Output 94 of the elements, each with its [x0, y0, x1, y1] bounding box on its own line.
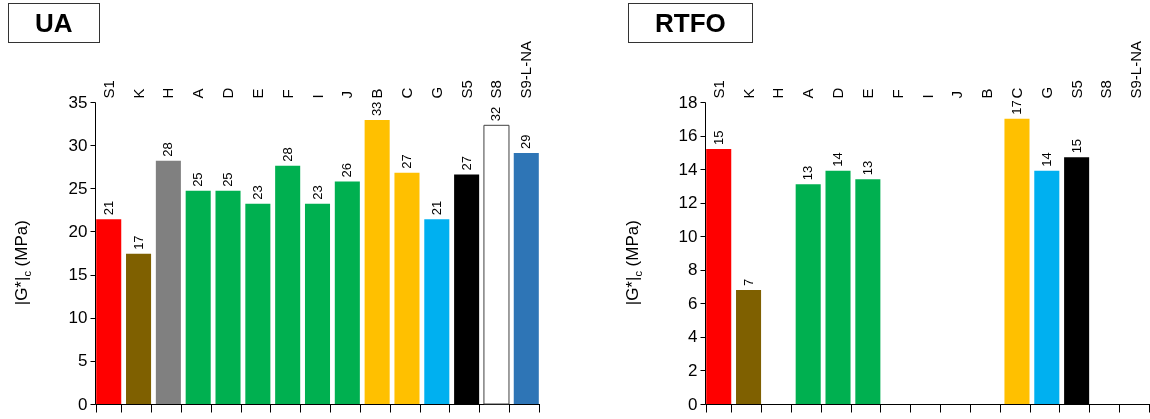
- y-tick-label: 12: [678, 193, 698, 213]
- data-label: 23: [309, 185, 325, 200]
- bar: [394, 172, 420, 404]
- y-tick-label: 30: [68, 135, 88, 155]
- data-label: 21: [428, 200, 444, 216]
- y-tick-label: 20: [68, 221, 88, 241]
- x-tick-label: F: [888, 89, 906, 99]
- y-tick-label: 0: [688, 394, 698, 414]
- bar: [855, 179, 881, 404]
- data-label: 15: [710, 130, 726, 145]
- bar: [96, 219, 122, 404]
- y-tick-label: 8: [688, 260, 698, 280]
- x-tick-label: E: [248, 88, 266, 99]
- chart-title: RTFO: [628, 3, 753, 43]
- bar: [275, 165, 301, 404]
- x-tick-label: B: [368, 88, 386, 99]
- data-label: 32: [488, 106, 504, 122]
- y-tick-label: 25: [68, 178, 88, 198]
- x-tick-label: D: [829, 87, 847, 99]
- x-tick-label: A: [189, 88, 207, 99]
- chart-title: UA: [8, 3, 100, 43]
- y-tick-label: 10: [68, 308, 88, 328]
- y-tick-label: 5: [78, 351, 88, 371]
- bar: [1034, 170, 1060, 404]
- data-label: 25: [220, 172, 236, 187]
- x-tick-label: J: [338, 91, 356, 99]
- data-label: 21: [100, 200, 116, 216]
- x-tick-label: S9-L-NA: [1127, 40, 1145, 99]
- y-tick-label: 4: [688, 327, 698, 347]
- x-tick-label: G: [427, 86, 445, 99]
- bar: [304, 203, 331, 404]
- data-label: 28: [279, 147, 295, 162]
- x-tick-label: B: [978, 88, 996, 99]
- bar: [795, 184, 821, 404]
- x-tick-label: S1: [99, 80, 117, 99]
- x-tick-label: S1: [709, 80, 727, 99]
- x-tick-label: S8: [487, 80, 505, 99]
- data-label: 28: [160, 142, 176, 157]
- data-label: 23: [249, 185, 265, 200]
- x-tick-label: K: [739, 88, 757, 99]
- bar: [483, 124, 510, 405]
- bar: [334, 181, 360, 404]
- x-tick-label: G: [1037, 86, 1055, 99]
- y-tick-label: 6: [688, 293, 698, 313]
- x-tick-label: S5: [1067, 80, 1085, 99]
- bar: [424, 219, 450, 404]
- data-label: 13: [859, 160, 875, 176]
- bar: [215, 190, 241, 404]
- data-label: 14: [830, 152, 846, 167]
- data-label: 25: [190, 172, 206, 187]
- x-tick-label: S9-L-NA: [517, 40, 535, 99]
- x-tick-label: F: [278, 89, 296, 99]
- x-tick-label: S8: [1097, 80, 1115, 99]
- bar: [706, 148, 732, 404]
- bar: [736, 289, 762, 404]
- x-tick-label: C: [1007, 87, 1025, 99]
- bar: [245, 203, 271, 404]
- data-label: 17: [1008, 100, 1024, 115]
- data-label: 14: [1038, 152, 1054, 167]
- x-tick-label: H: [769, 87, 787, 99]
- data-label: 17: [130, 235, 146, 250]
- bar: [126, 253, 152, 404]
- data-label: 15: [1068, 138, 1084, 154]
- x-tick-label: S5: [457, 80, 475, 99]
- bar: [364, 120, 390, 404]
- bar: [155, 160, 181, 404]
- data-label: 7: [740, 278, 756, 286]
- y-tick-label: 35: [68, 92, 88, 112]
- x-tick-label: I: [918, 94, 936, 99]
- x-tick-label: A: [799, 88, 817, 99]
- y-tick-label: 14: [678, 159, 698, 179]
- x-tick-label: H: [159, 87, 177, 99]
- data-label: 29: [518, 134, 534, 149]
- data-label: 26: [339, 162, 355, 178]
- bar: [185, 190, 211, 404]
- y-tick-label: 10: [678, 226, 698, 246]
- data-label: 27: [458, 156, 474, 171]
- x-tick-label: E: [858, 88, 876, 99]
- y-tick-label: 15: [68, 265, 88, 285]
- y-tick-label: 18: [678, 92, 698, 112]
- y-tick-label: 16: [678, 126, 698, 146]
- x-tick-label: C: [397, 87, 415, 99]
- data-label: 33: [369, 101, 385, 117]
- x-tick-label: K: [129, 88, 147, 99]
- bar: [1004, 118, 1030, 404]
- x-tick-label: I: [308, 94, 326, 99]
- x-tick-label: D: [219, 87, 237, 99]
- data-label: 13: [800, 165, 816, 181]
- y-tick-label: 0: [78, 394, 88, 414]
- y-tick-label: 2: [688, 360, 698, 380]
- bar: [513, 152, 539, 404]
- bar: [825, 170, 851, 404]
- x-tick-label: J: [948, 91, 966, 99]
- data-label: 27: [398, 154, 414, 169]
